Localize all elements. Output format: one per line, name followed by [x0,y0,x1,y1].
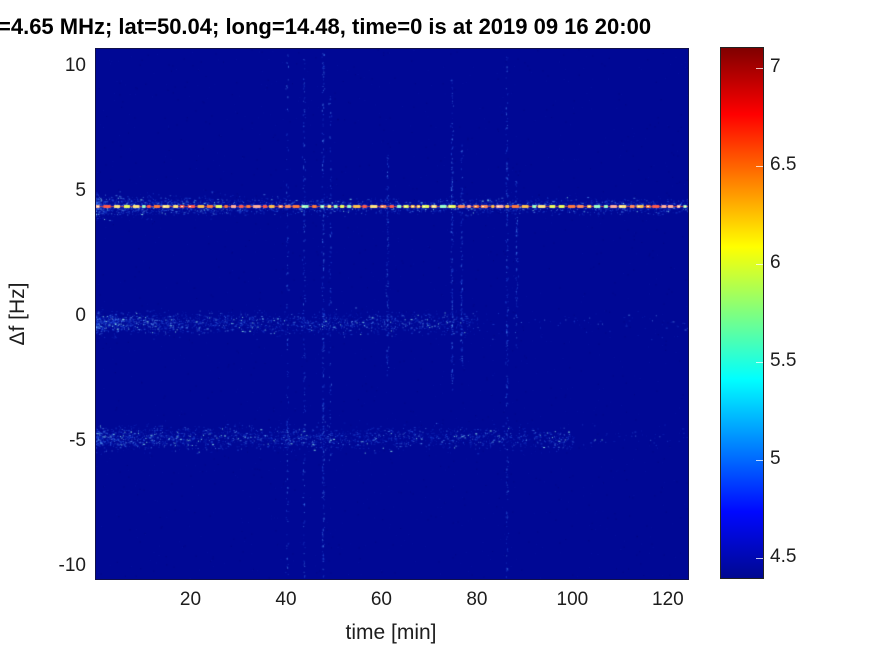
y-tick-label: -5 [69,429,86,451]
y-tick-label: 5 [75,179,86,201]
x-tick-label: 20 [179,589,202,610]
y-tick-label: 10 [64,54,86,76]
colorbar-tick-label: 5.5 [770,350,797,372]
colorbar-tick-label: 4.5 [770,546,797,568]
colorbar-tick-mark [756,460,763,462]
y-tick-label: -10 [58,554,86,576]
colorbar-tick-mark [756,362,763,364]
x-tick-label: 80 [466,589,488,610]
figure-title: =4.65 MHz; lat=50.04; long=14.48, time=0… [0,14,652,39]
y-axis-label: Δf [Hz] [6,282,29,346]
colorbar-tick-label: 7 [770,55,781,77]
y-tick-label: 0 [75,304,86,326]
colorbar-tick-mark [756,558,763,560]
x-tick-label: 60 [370,589,392,610]
x-tick-label: 100 [556,589,589,610]
colorbar-tick-mark [756,165,763,167]
colorbar [720,47,764,579]
colorbar-tick-mark [756,263,763,265]
colorbar-tick-label: 6 [770,251,781,273]
colorbar-tick-label: 6.5 [770,153,797,175]
colorbar-tick-label: 5 [770,448,781,470]
colorbar-tick-mark [756,67,763,69]
colorbar-gradient [721,48,763,578]
spectrogram-canvas [96,49,688,579]
x-axis-label: time [min] [345,621,437,644]
x-tick-label: 120 [652,589,684,610]
x-tick-label: 40 [275,589,297,610]
plot-area [95,48,689,580]
